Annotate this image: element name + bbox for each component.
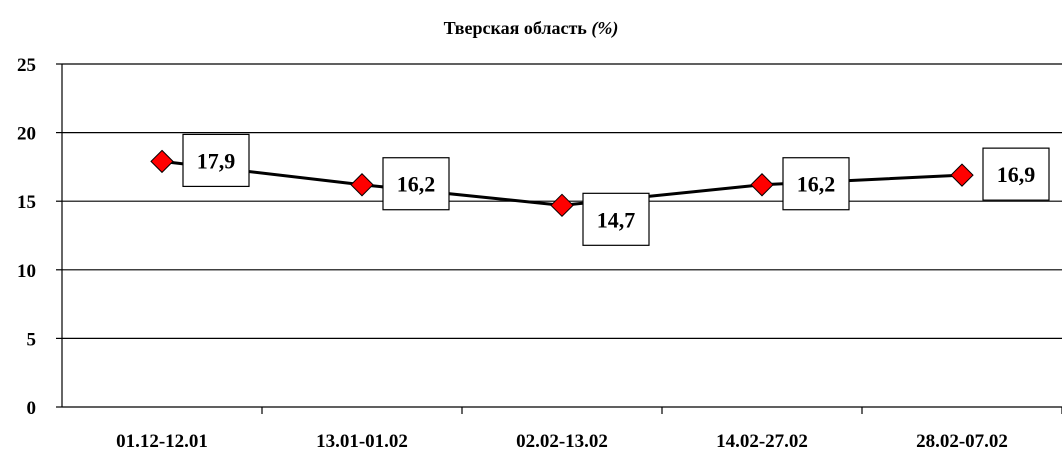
x-tick-label: 01.12-12.01 [116,431,208,452]
data-label-box [582,192,650,246]
x-axis-ticks: 01.12-12.01 13.01-01.02 02.02-13.02 14.02-2… [116,407,1062,452]
data-label-box [982,147,1050,201]
data-label-box [182,133,250,188]
chart-title: Тверская область (%) [0,18,1062,39]
data-label: 16,2 [382,157,450,211]
data-point [750,173,774,197]
data-label: 17,9 [182,133,250,188]
series [150,149,974,218]
data-label: 16,2 [782,157,850,211]
data-label-box [382,157,450,211]
y-tick-label: 10 [17,261,36,282]
data-label-text: 16,9 [997,162,1036,187]
x-tick-label: 13.01-01.02 [316,431,408,452]
data-label-text: 16,2 [397,172,436,197]
data-labels: 17,9 16,2 14,7 16,2 16,9 [182,133,1050,246]
x-tick-label: 02.02-13.02 [516,431,608,452]
data-label: 14,7 [582,192,650,246]
y-tick-label: 20 [17,124,36,145]
x-tick-label: 28.02-07.02 [916,431,1008,452]
data-point [350,173,374,197]
chart-title-text: Тверская область [443,18,587,38]
data-label: 16,9 [982,147,1050,201]
y-axis-ticks: 0 5 10 15 20 25 [17,55,62,419]
y-tick-label: 0 [27,398,37,419]
axes [61,64,1062,408]
data-label-text: 14,7 [597,207,636,232]
data-label-box [782,157,850,211]
data-point [550,193,574,218]
x-tick-label: 14.02-27.02 [716,431,808,452]
chart-title-unit: (%) [591,18,619,38]
data-point [950,163,974,187]
y-tick-label: 15 [17,192,36,213]
y-tick-label: 25 [17,55,36,76]
data-label-text: 16,2 [797,172,836,197]
data-label-text: 17,9 [197,148,236,173]
data-point [150,149,174,174]
y-tick-label: 5 [27,329,37,350]
